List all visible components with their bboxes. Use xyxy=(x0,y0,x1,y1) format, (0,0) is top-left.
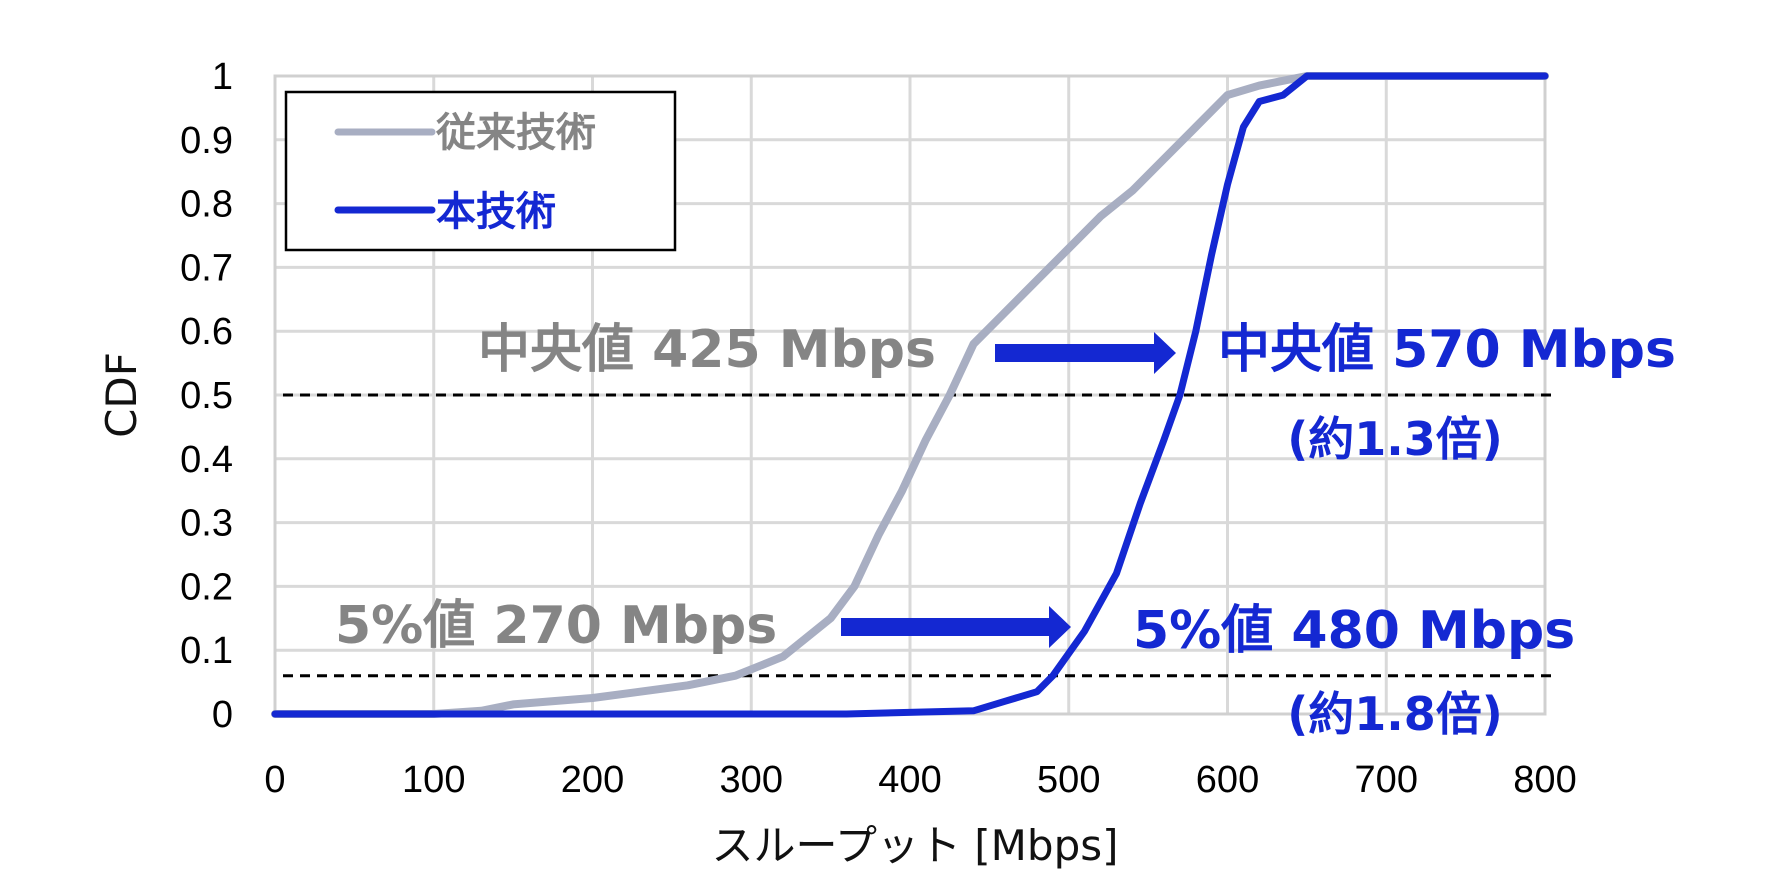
y-tick-label: 0 xyxy=(212,694,233,736)
y-tick-label: 0.3 xyxy=(180,503,233,545)
y-tick-label: 0.7 xyxy=(180,247,233,289)
x-axis-title: スループット [Mbps] xyxy=(711,821,1118,870)
x-tick-label: 100 xyxy=(402,759,465,801)
annotation-p5-ratio: (約1.8倍) xyxy=(1287,687,1503,741)
p5-arrow xyxy=(841,606,1071,648)
x-tick-labels: 0 100 200 300 400 500 600 700 800 xyxy=(264,759,1576,801)
x-tick-label: 300 xyxy=(720,759,783,801)
y-tick-label: 0.2 xyxy=(180,566,233,608)
x-tick-label: 600 xyxy=(1196,759,1259,801)
x-tick-label: 400 xyxy=(878,759,941,801)
annotation-p5-proposed: 5%値 480 Mbps xyxy=(1133,601,1575,661)
x-tick-label: 500 xyxy=(1037,759,1100,801)
legend-box xyxy=(284,90,677,252)
x-tick-label: 700 xyxy=(1355,759,1418,801)
y-tick-labels: 0 0.1 0.2 0.3 0.4 0.5 0.6 0.7 0.8 0.9 1 xyxy=(180,56,233,736)
annotation-arrows xyxy=(841,332,1176,648)
grid-lines xyxy=(273,74,1547,716)
reference-lines xyxy=(283,393,1552,678)
y-tick-label: 0.6 xyxy=(180,311,233,353)
y-tick-label: 0.5 xyxy=(180,375,233,417)
y-tick-label: 0.1 xyxy=(180,630,233,672)
y-tick-label: 0.8 xyxy=(180,184,233,226)
annotation-median-proposed: 中央値 570 Mbps xyxy=(1218,320,1676,380)
annotation-median-conventional: 中央値 425 Mbps xyxy=(478,320,936,380)
x-tick-label: 200 xyxy=(561,759,624,801)
series-line-proposed xyxy=(271,72,1549,718)
series-line-conventional xyxy=(271,72,1549,718)
x-tick-label: 0 xyxy=(264,759,285,801)
legend-label-conventional: 従来技術 xyxy=(435,110,596,156)
y-tick-label: 1 xyxy=(212,56,233,98)
data-series xyxy=(271,72,1549,718)
y-axis-title: CDF xyxy=(97,352,146,438)
annotation-p5-conventional: 5%値 270 Mbps xyxy=(335,596,777,656)
x-tick-label: 800 xyxy=(1513,759,1576,801)
annotations: 中央値 425 Mbps 中央値 570 Mbps (約1.3倍) 5%値 27… xyxy=(335,320,1676,741)
y-tick-label: 0.9 xyxy=(180,120,233,162)
legend-label-proposed: 本技術 xyxy=(436,189,556,235)
y-tick-label: 0.4 xyxy=(180,439,233,481)
median-arrow xyxy=(995,332,1176,374)
annotation-median-ratio: (約1.3倍) xyxy=(1287,412,1503,466)
legend: 従来技術 本技術 xyxy=(284,90,677,252)
